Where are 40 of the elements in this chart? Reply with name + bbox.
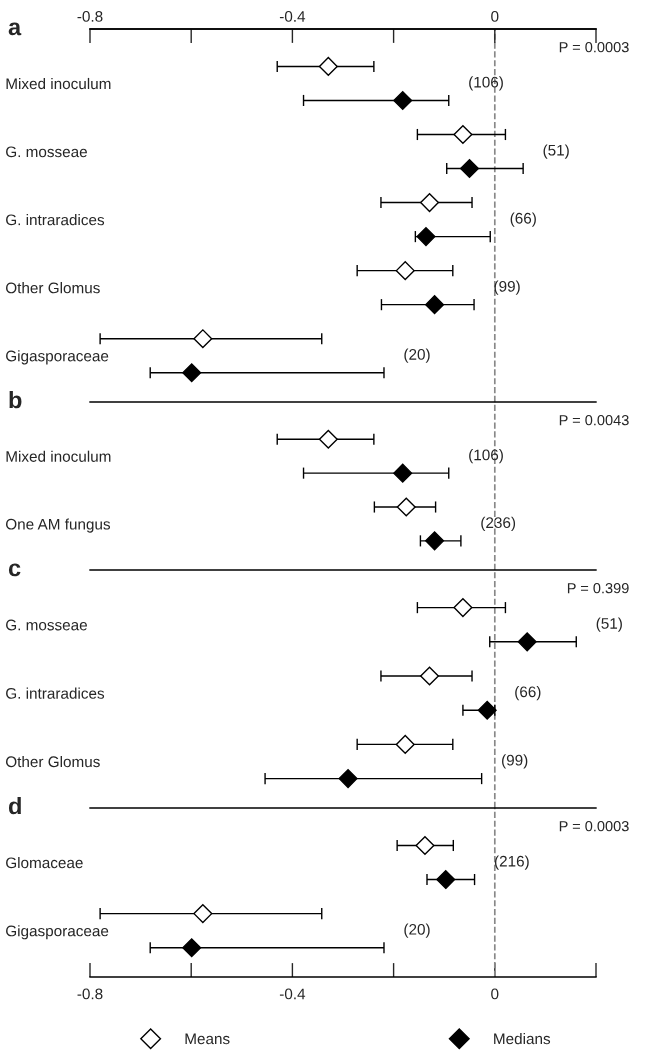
annotation: (51) xyxy=(543,144,569,159)
annotation: P = 0.0003 xyxy=(559,42,629,53)
annotation: P = 0.0003 xyxy=(559,821,629,832)
y-tick-label: Other Glomus xyxy=(6,755,100,768)
annotation: (99) xyxy=(502,754,528,769)
annotation: (20) xyxy=(404,923,430,938)
annotation: (66) xyxy=(510,212,536,227)
x2-tick-label: -0.4 xyxy=(279,11,306,22)
legend-label: Means xyxy=(185,1033,230,1045)
annotation: (106) xyxy=(469,76,503,91)
y-tick-label: Gigasporaceae xyxy=(6,350,109,365)
chart-title: d xyxy=(8,796,21,815)
chart-title: a xyxy=(8,22,22,36)
legend-label: Medians xyxy=(494,1033,551,1045)
y-tick-label: Glomaceae xyxy=(6,856,83,869)
y-tick-label: G. intraradices xyxy=(6,687,105,699)
annotation: (66) xyxy=(515,685,541,701)
text: (51) xyxy=(596,617,622,632)
annotation: (106) xyxy=(469,449,503,464)
annotation: P = 0.399 xyxy=(567,583,629,594)
y-tick-label: Other Glomus xyxy=(6,282,100,294)
x-tick-label: -0.8 xyxy=(77,988,103,1000)
annotation: (236) xyxy=(481,516,516,532)
y-tick-label: Mixed inoculum xyxy=(6,450,111,462)
y-tick-label: Mixed inoculum xyxy=(6,77,111,90)
x2-tick-label: 0 xyxy=(491,11,499,22)
y-tick-label: G. intraradices xyxy=(6,214,105,226)
annotation: (216) xyxy=(494,855,529,870)
chart-title: b xyxy=(9,390,22,409)
y-tick-label: One AM fungus xyxy=(6,518,111,533)
y-tick-label: G. mosseae xyxy=(6,146,87,158)
x2-tick-label: -0.8 xyxy=(77,11,103,22)
annotation: (99) xyxy=(494,280,520,295)
chart-title: c xyxy=(8,563,21,577)
x-tick-label: -0.4 xyxy=(279,988,306,1000)
annotation: P = 0.0043 xyxy=(559,415,629,426)
y-tick-label: Gigasporaceae xyxy=(6,925,109,940)
y-tick-label: G. mosseae xyxy=(6,619,87,631)
annotation: (20) xyxy=(404,348,430,363)
x-tick-label: 0 xyxy=(491,988,499,1000)
